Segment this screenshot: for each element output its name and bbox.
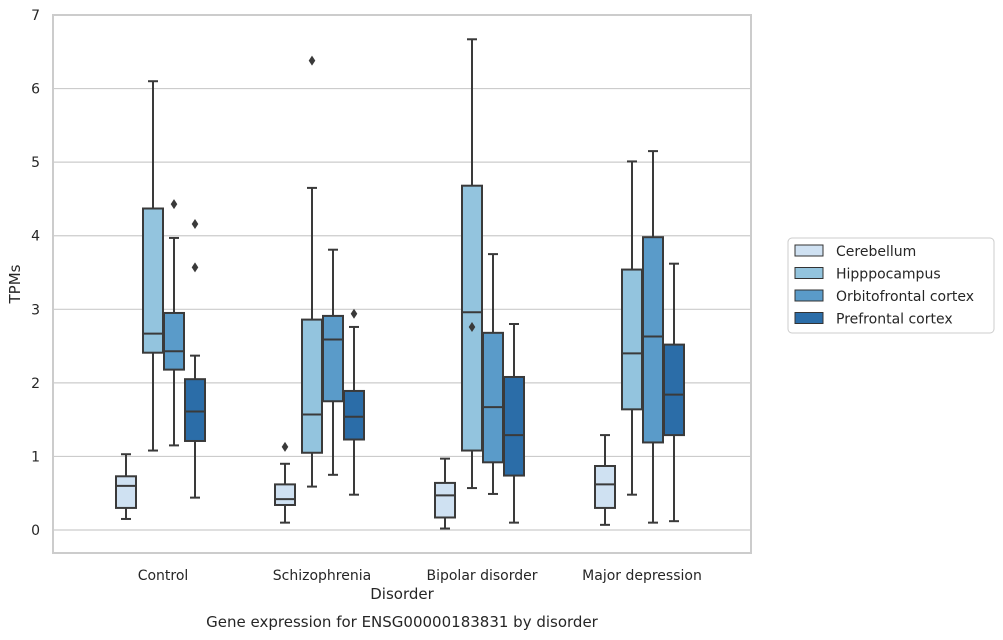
box: [274, 483, 296, 506]
x-tick-labels: Control Schizophrenia Bipolar disorder Majo…: [138, 568, 702, 584]
box: [163, 311, 185, 371]
y-axis-label: TPMs: [6, 264, 24, 304]
outlier-point: [350, 308, 358, 319]
box-hipppocampus: [142, 80, 164, 452]
legend-swatch: [794, 267, 824, 279]
legend-label: Orbitofrontal cortex: [836, 289, 974, 305]
box-prefrontal-cortex: [503, 323, 525, 524]
legend-label: Prefrontal cortex: [836, 312, 953, 328]
plot-frame: [52, 14, 752, 554]
box-hipppocampus: [621, 160, 643, 496]
y-tick-label: 4: [31, 229, 40, 245]
y-tick-label: 1: [31, 449, 40, 465]
x-tick-label: Major depression: [582, 568, 702, 584]
box-prefrontal-cortex: [343, 308, 365, 496]
y-tick-labels: 0 1 2 3 4 5 6 7: [31, 8, 40, 539]
figure-caption: Gene expression for ENSG00000183831 by d…: [206, 613, 599, 631]
box-orbitofrontal-cortex: [642, 150, 664, 524]
box: [642, 236, 664, 444]
box-orbitofrontal-cortex: [163, 199, 185, 447]
x-tick-label: Control: [138, 568, 189, 584]
legend-frame: [787, 237, 995, 334]
box-cerebellum: [594, 434, 616, 526]
box-orbitofrontal-cortex: [482, 253, 504, 495]
box: [184, 378, 206, 442]
x-tick-label: Bipolar disorder: [426, 568, 537, 584]
legend-label: Hipppocampus: [836, 267, 941, 283]
box: [142, 207, 164, 354]
legend-swatch: [794, 312, 824, 324]
y-tick-label: 5: [31, 155, 40, 171]
y-tick-label: 2: [31, 376, 40, 392]
y-tick-label: 0: [31, 523, 40, 539]
box-groups: [115, 38, 685, 530]
grid-lines: [53, 14, 751, 531]
box-hipppocampus: [301, 55, 323, 488]
box-cerebellum: [274, 441, 296, 524]
box-orbitofrontal-cortex: [322, 248, 344, 476]
box: [301, 318, 323, 454]
box: [621, 268, 643, 411]
legend-swatch: [794, 289, 824, 302]
x-tick-label: Schizophrenia: [273, 568, 371, 584]
y-tick-label: 3: [31, 302, 40, 318]
box-hipppocampus: [461, 38, 483, 490]
y-tick-label: 7: [31, 8, 40, 24]
outlier-point: [191, 218, 199, 229]
box-prefrontal-cortex: [663, 262, 685, 523]
box: [115, 475, 137, 509]
box-cerebellum: [115, 453, 137, 520]
outlier-point: [308, 55, 316, 66]
legend-label: Cerebellum: [836, 244, 916, 260]
outlier-point: [191, 262, 199, 273]
box: [503, 375, 525, 477]
box: [482, 331, 504, 464]
box-cerebellum: [434, 457, 456, 530]
legend-swatch: [794, 244, 824, 257]
box: [343, 389, 365, 441]
outlier-point: [468, 321, 476, 332]
outlier-point: [281, 441, 289, 452]
y-tick-label: 6: [31, 82, 40, 98]
box: [594, 464, 616, 509]
box: [434, 481, 456, 519]
x-axis-label: Disorder: [370, 585, 434, 603]
legend: Cerebellum Hipppocampus Orbitofrontal cort…: [787, 237, 995, 334]
box: [461, 184, 483, 452]
box-prefrontal-cortex: [184, 218, 206, 499]
box: [322, 314, 344, 403]
outlier-point: [170, 199, 178, 210]
box: [663, 343, 685, 437]
